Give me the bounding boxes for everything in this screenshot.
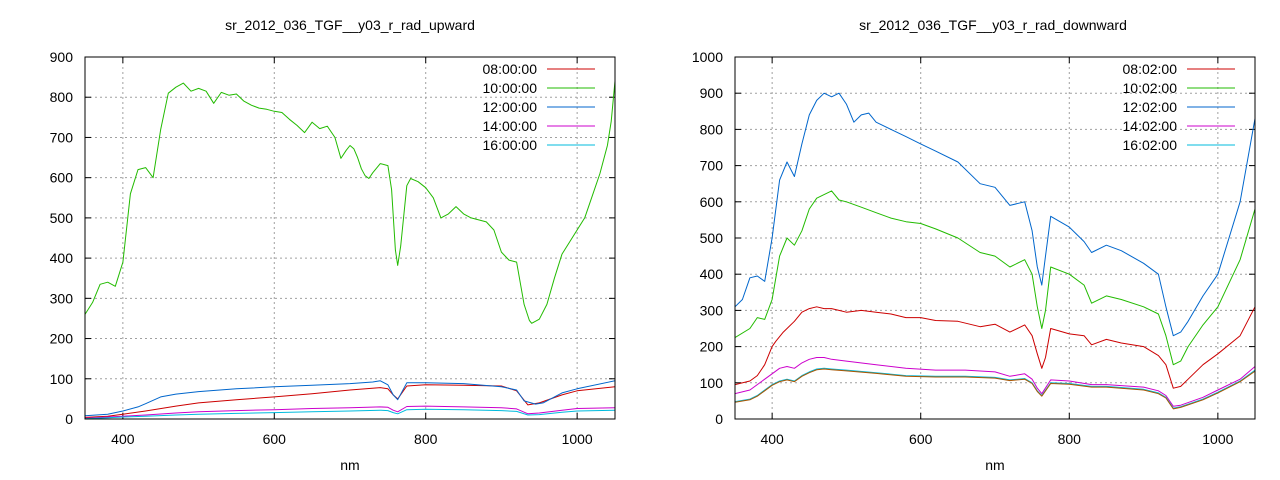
y-tick-label: 700: [50, 129, 74, 145]
series-line-1: [735, 306, 1255, 389]
series-line-3: [735, 92, 1255, 337]
y-tick-label: 0: [715, 411, 723, 427]
y-tick-label: 800: [50, 89, 74, 105]
y-tick-label: 200: [50, 331, 74, 347]
series-line-3: [85, 380, 615, 417]
y-tick-label: 700: [700, 158, 724, 174]
legend-label: 16:00:00: [483, 137, 538, 153]
y-tick-label: 400: [700, 266, 724, 282]
legend-label: 12:00:00: [483, 99, 538, 115]
y-tick-label: 1000: [692, 49, 723, 65]
series-line-6: [735, 368, 1255, 410]
y-tick-label: 100: [50, 371, 74, 387]
legend-label: 16:02:00: [1123, 137, 1178, 153]
x-tick-label: 800: [1058, 431, 1082, 447]
chart-title: sr_2012_036_TGF__y03_r_rad_downward: [859, 17, 1127, 33]
x-tick-label: 1000: [562, 431, 593, 447]
y-tick-label: 600: [50, 170, 74, 186]
x-tick-label: 400: [111, 431, 135, 447]
y-tick-label: 600: [700, 194, 724, 210]
y-tick-label: 800: [700, 121, 724, 137]
y-tick-label: 500: [50, 210, 74, 226]
y-tick-label: 300: [700, 302, 724, 318]
y-tick-label: 300: [50, 290, 74, 306]
x-tick-label: 600: [909, 431, 933, 447]
y-tick-label: 400: [50, 250, 74, 266]
legend-label: 08:00:00: [483, 61, 538, 77]
x-tick-label: 400: [760, 431, 784, 447]
series-line-4: [85, 405, 615, 419]
series-line-1: [85, 384, 615, 418]
series-line-2: [85, 81, 615, 324]
y-tick-label: 900: [700, 85, 724, 101]
y-tick-label: 500: [700, 230, 724, 246]
legend-label: 14:00:00: [483, 118, 538, 134]
legend: 08:00:00 10:00:00 12:00:00 14:00:00 16:00:00: [483, 61, 595, 153]
legend: 08:02:00 10:02:00 12:02:00 14:02:00 16:02:00: [1123, 61, 1235, 153]
legend-label: 08:02:00: [1123, 61, 1178, 77]
legend-label: 14:02:00: [1123, 118, 1178, 134]
chart-title: sr_2012_036_TGF__y03_r_rad_upward: [225, 17, 475, 33]
legend-label: 10:00:00: [483, 80, 538, 96]
chart-panel-1: sr_2012_036_TGF__y03_r_rad_upward 0 100 200…: [50, 17, 616, 473]
legend-label: 12:02:00: [1123, 99, 1178, 115]
plot-frame: [84, 56, 616, 420]
x-axis-label: nm: [340, 457, 359, 473]
plot-frame: [734, 56, 1256, 420]
chart-panel-2: sr_2012_036_TGF__y03_r_rad_downward 0 100 2…: [692, 17, 1256, 473]
y-tick-label: 900: [50, 49, 74, 65]
x-tick-label: 1000: [1202, 431, 1233, 447]
y-tick-label: 0: [65, 411, 73, 427]
x-axis-label: nm: [985, 457, 1004, 473]
y-tick-label: 100: [700, 375, 724, 391]
legend-label: 10:02:00: [1123, 80, 1178, 96]
series-line-2: [735, 190, 1255, 366]
x-tick-label: 800: [414, 431, 438, 447]
y-tick-label: 200: [700, 339, 724, 355]
series-line-5: [85, 408, 615, 419]
series-line-4: [735, 357, 1255, 407]
x-tick-label: 600: [263, 431, 287, 447]
series-line-5: [735, 367, 1255, 409]
